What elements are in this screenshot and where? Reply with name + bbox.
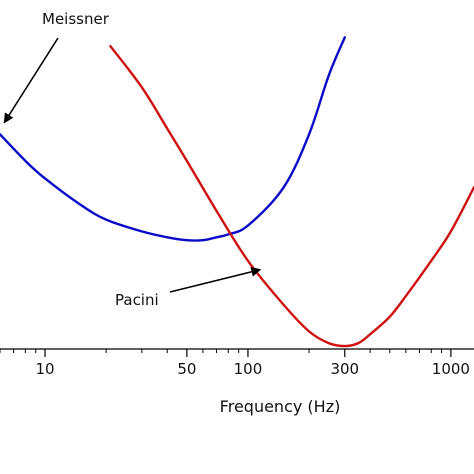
annotation-arrow-meissner <box>3 37 59 124</box>
x-tick-label: 300 <box>330 360 359 378</box>
x-axis-tick-labels: 10 50 100 300 1000 <box>35 360 469 378</box>
series-line-meissner <box>0 36 346 242</box>
series-line-pacini <box>109 44 474 348</box>
annotation-arrow-pacini <box>169 266 262 293</box>
x-axis-title: Frequency (Hz) <box>220 397 341 416</box>
x-tick-label: 1000 <box>432 360 470 378</box>
x-tick-label: 10 <box>35 360 54 378</box>
annotations: Meissner Pacini <box>3 10 262 309</box>
series-lines <box>0 36 474 348</box>
x-tick-label: 100 <box>234 360 263 378</box>
annotation-label-meissner: Meissner <box>42 10 110 28</box>
annotation-label-pacini: Pacini <box>115 291 159 309</box>
x-axis-minor-ticks <box>0 349 443 353</box>
x-tick-label: 50 <box>177 360 196 378</box>
x-axis: 10 50 100 300 1000 <box>0 348 474 378</box>
x-axis-major-ticks <box>44 349 452 357</box>
